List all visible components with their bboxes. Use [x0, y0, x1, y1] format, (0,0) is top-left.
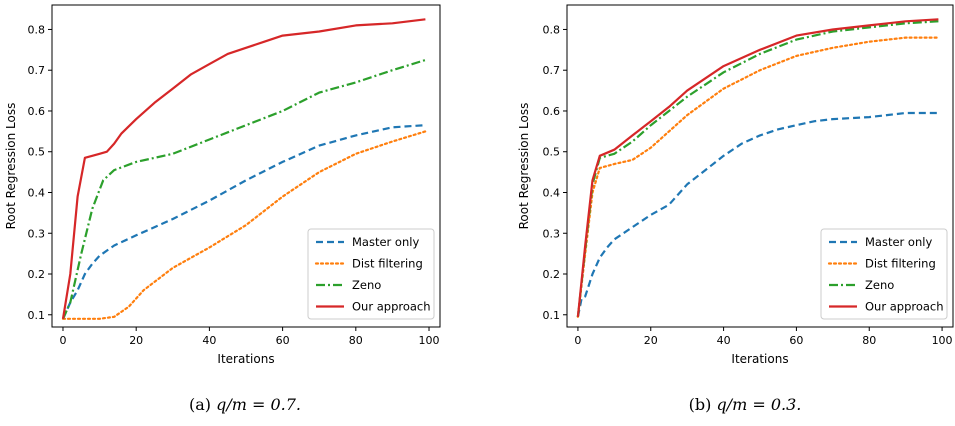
plot-frame: [51, 4, 441, 328]
x-tick-label: 60: [276, 334, 290, 347]
x-axis-label: Iterations: [731, 352, 788, 366]
x-axis-label: Iterations: [217, 352, 274, 366]
x-tick-label: 20: [644, 334, 658, 347]
y-tick-label: 0.8: [543, 23, 561, 36]
y-tick-label: 0.7: [28, 64, 46, 77]
x-tick-label: 100: [419, 334, 440, 347]
y-tick-label: 0.7: [543, 64, 561, 77]
y-tick-label: 0.1: [543, 309, 561, 322]
x-tick-label: 60: [789, 334, 803, 347]
x-tick-label: 100: [932, 334, 953, 347]
chart-panel-b: 0 20 40 60 80 100 0.1 0.2 0.3 0.4 0.5 0.6 0.7 0.8 Iter…: [517, 4, 954, 414]
series-line-zeno: [61, 58, 426, 320]
legend-label: Master only: [352, 235, 419, 249]
y-tick-label: 0.4: [543, 186, 561, 199]
y-tick-label: 0.3: [543, 227, 561, 240]
legend: Master only Dist filtering Zeno Our approac…: [307, 228, 435, 320]
legend-label: Zeno: [865, 278, 894, 292]
series-line-master-only: [576, 111, 939, 318]
legend-label: Master only: [865, 235, 932, 249]
y-tick-label: 0.4: [28, 186, 46, 199]
y-tick-label: 0.2: [543, 268, 561, 281]
plot-frame: [566, 4, 954, 328]
figure-caption: (a) q/m = 0.7.: [189, 395, 301, 414]
y-axis-label: Root Regression Loss: [4, 103, 18, 230]
series-line-our-approach: [576, 18, 939, 317]
y-axis-label: Root Regression Loss: [517, 103, 531, 230]
legend: Master only Dist filtering Zeno Our approac…: [820, 228, 948, 320]
caption-prefix: (b): [689, 395, 717, 414]
legend-label: Dist filtering: [352, 257, 423, 271]
y-tick-label: 0.6: [543, 105, 561, 118]
legend-box: [307, 228, 435, 320]
y-tick-label: 0.3: [28, 227, 46, 240]
x-tick-label: 40: [202, 334, 216, 347]
series-line-dist-filtering: [576, 36, 940, 318]
x-tick-label: 40: [717, 334, 731, 347]
figure-caption: (b) q/m = 0.3.: [689, 395, 802, 414]
y-tick-label: 0.5: [543, 146, 561, 159]
y-tick-label: 0.5: [28, 146, 46, 159]
y-tick-label: 0.6: [28, 105, 46, 118]
x-tick-label: 0: [59, 334, 66, 347]
caption-math: q/m = 0.3.: [716, 395, 801, 414]
y-tick-label: 0.1: [28, 309, 46, 322]
caption-prefix: (a): [189, 395, 216, 414]
x-tick-label: 0: [574, 334, 581, 347]
legend-label: Our approach: [352, 300, 431, 314]
y-tick-label: 0.8: [28, 23, 46, 36]
y-tick-label: 0.2: [28, 268, 46, 281]
series-line-dist-filtering: [61, 130, 427, 320]
series-line-zeno: [576, 20, 939, 317]
x-tick-label: 20: [129, 334, 143, 347]
x-tick-label: 80: [349, 334, 363, 347]
legend-label: Dist filtering: [865, 257, 936, 271]
legend-label: Our approach: [865, 300, 944, 314]
chart-panel-a: 0 20 40 60 80 100 0.1 0.2 0.3 0.4 0.5 0.6 0.7 0.8 Iter…: [4, 4, 441, 414]
caption-math: q/m = 0.7.: [216, 395, 301, 414]
legend-label: Zeno: [352, 278, 381, 292]
legend-box: [820, 228, 948, 320]
series-line-our-approach: [61, 18, 426, 319]
series-line-master-only: [61, 124, 426, 320]
x-tick-label: 80: [862, 334, 876, 347]
